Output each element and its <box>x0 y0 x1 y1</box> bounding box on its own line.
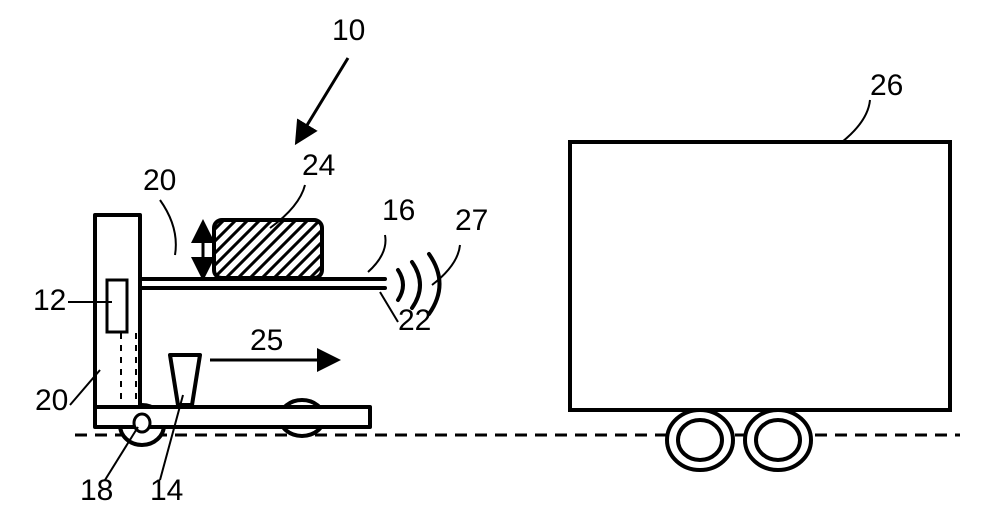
signal-arc-1 <box>412 262 420 308</box>
label-l24: 24 <box>302 149 335 182</box>
label-l12: 12 <box>33 284 66 317</box>
label-l26: 26 <box>870 69 903 102</box>
signal-arc-0 <box>398 270 403 300</box>
load-box <box>214 220 322 278</box>
leader-l20a <box>160 200 176 255</box>
label-l25: 25 <box>250 324 283 357</box>
ref10-arrow-icon <box>298 58 348 140</box>
label-l14: 14 <box>150 474 183 507</box>
leader-l16 <box>368 235 386 272</box>
label-l22: 22 <box>398 304 431 337</box>
patent-figure: 10 24 20 16 27 12 22 25 20 14 18 26 <box>0 0 1000 522</box>
label-l18: 18 <box>80 474 113 507</box>
forklift-funnel <box>170 355 200 405</box>
label-l27: 27 <box>455 204 488 237</box>
trailer-wheel-inner-0 <box>678 420 722 460</box>
label-l16: 16 <box>382 194 415 227</box>
label-l10: 10 <box>332 14 365 47</box>
trailer-wheel-inner-1 <box>756 420 800 460</box>
label-l20b: 20 <box>35 384 68 417</box>
label-l20a: 20 <box>143 164 176 197</box>
leader-l22 <box>380 292 398 322</box>
trailer-body <box>570 142 950 410</box>
leader-l26 <box>842 100 870 142</box>
forklift-control <box>107 280 127 332</box>
